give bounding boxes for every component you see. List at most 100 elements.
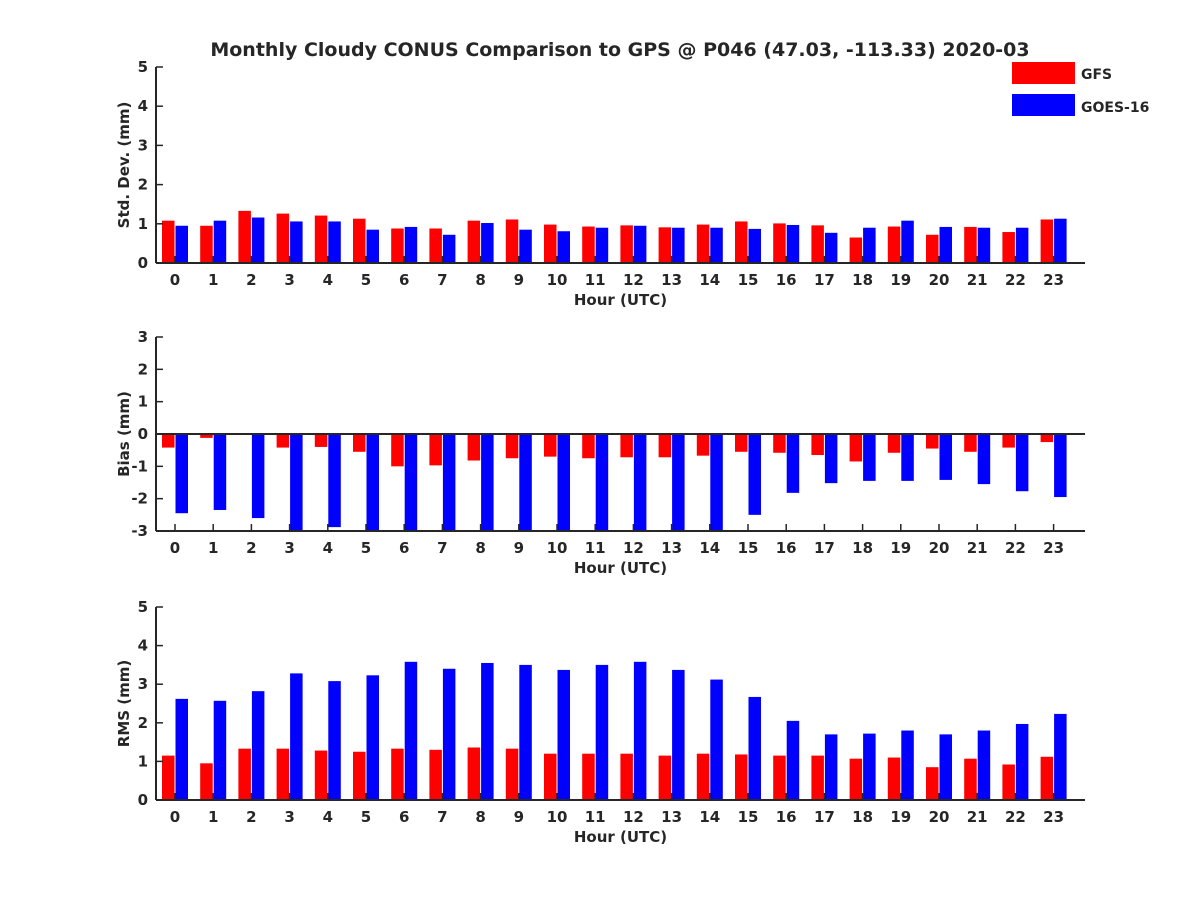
bar-goes16-hour-19 (901, 434, 914, 481)
x-tick-label: 21 (967, 808, 988, 826)
bar-gfs-hour-12 (620, 753, 633, 800)
bar-gfs-hour-21 (964, 758, 977, 800)
y-tick-label: -3 (131, 522, 148, 540)
bar-gfs-hour-6 (391, 228, 404, 263)
bar-gfs-hour-4 (314, 215, 328, 263)
y-tick-label: 1 (138, 215, 148, 233)
y-tick-label: 0 (138, 254, 148, 272)
bar-goes16-hour-13 (672, 434, 685, 531)
bar-gfs-hour-23 (1040, 756, 1054, 800)
x-tick-label: 17 (814, 808, 835, 826)
bar-gfs-hour-21 (964, 226, 977, 263)
x-tick-label: 1 (208, 271, 218, 289)
x-tick-label: 19 (890, 271, 911, 289)
y-tick-label: 1 (138, 393, 148, 411)
bar-goes16-hour-10 (557, 669, 570, 800)
bar-goes16-hour-16 (786, 224, 800, 263)
x-tick-label: 17 (814, 539, 835, 557)
x-tick-label: 1 (208, 539, 218, 557)
bar-gfs-hour-1 (200, 225, 213, 263)
x-tick-label: 23 (1043, 808, 1064, 826)
x-tick-label: 7 (437, 271, 447, 289)
bar-gfs-hour-14 (696, 753, 710, 800)
x-tick-label: 2 (246, 808, 256, 826)
bar-goes16-hour-8 (481, 223, 494, 263)
bar-goes16-hour-4 (328, 681, 341, 800)
bar-goes16-hour-2 (251, 217, 265, 263)
bar-goes16-hour-18 (863, 227, 876, 263)
bar-goes16-hour-23 (1054, 218, 1067, 263)
legend-label-gfs: GFS (1081, 67, 1112, 83)
bar-goes16-hour-3 (290, 221, 303, 263)
y-tick-label: -1 (131, 457, 148, 475)
bar-goes16-hour-21 (977, 730, 991, 800)
x-tick-label: 5 (361, 539, 371, 557)
bar-gfs-hour-12 (620, 434, 633, 458)
bar-goes16-hour-18 (863, 733, 876, 800)
bar-goes16-hour-13 (672, 669, 685, 800)
bar-gfs-hour-11 (582, 753, 595, 800)
y-axis-label: RMS (mm) (115, 660, 133, 747)
bar-gfs-hour-4 (314, 434, 328, 447)
x-tick-label: 9 (514, 271, 524, 289)
bar-gfs-hour-19 (887, 434, 901, 453)
bar-gfs-hour-0 (162, 220, 175, 263)
bar-gfs-hour-8 (467, 434, 481, 461)
bar-goes16-hour-20 (939, 434, 952, 480)
bar-goes16-hour-2 (251, 434, 265, 519)
x-tick-label: 0 (170, 539, 180, 557)
x-tick-label: 0 (170, 271, 180, 289)
bar-goes16-hour-14 (710, 227, 723, 263)
bar-gfs-hour-7 (429, 749, 442, 800)
x-tick-label: 23 (1043, 271, 1064, 289)
bar-goes16-hour-16 (786, 720, 800, 800)
bar-goes16-hour-17 (824, 734, 838, 800)
bar-goes16-hour-4 (328, 221, 341, 263)
bar-gfs-hour-6 (391, 434, 404, 467)
bar-goes16-hour-15 (748, 696, 761, 800)
bar-gfs-hour-11 (582, 226, 595, 263)
bar-gfs-hour-19 (887, 226, 901, 263)
y-tick-label: 2 (138, 714, 148, 732)
x-tick-label: 3 (284, 539, 294, 557)
bar-gfs-hour-19 (887, 757, 901, 800)
bar-gfs-hour-18 (849, 237, 863, 263)
bar-gfs-hour-12 (620, 225, 633, 263)
y-tick-label: 1 (138, 752, 148, 770)
x-tick-label: 13 (661, 808, 682, 826)
bar-gfs-hour-13 (658, 227, 672, 263)
bar-goes16-hour-12 (633, 225, 647, 263)
bar-goes16-hour-6 (404, 226, 418, 263)
bar-goes16-hour-22 (1015, 227, 1029, 263)
bar-goes16-hour-1 (213, 700, 227, 800)
x-tick-label: 10 (547, 271, 568, 289)
bar-goes16-hour-20 (939, 226, 952, 263)
bar-goes16-hour-4 (328, 434, 341, 528)
x-tick-label: 7 (437, 808, 447, 826)
bar-gfs-hour-13 (658, 755, 672, 800)
bar-gfs-hour-9 (505, 219, 519, 263)
chart-legend: GFS GOES-16 (1012, 62, 1149, 116)
y-tick-label: -2 (131, 490, 148, 508)
x-tick-label: 16 (776, 808, 797, 826)
bar-goes16-hour-19 (901, 730, 914, 800)
x-tick-label: 4 (323, 271, 333, 289)
bar-goes16-hour-7 (442, 434, 456, 531)
y-tick-label: 4 (138, 97, 148, 115)
bar-goes16-hour-0 (175, 698, 188, 800)
bar-gfs-hour-14 (696, 224, 710, 263)
x-tick-label: 23 (1043, 539, 1064, 557)
bar-goes16-hour-6 (404, 661, 418, 800)
x-tick-label: 22 (1005, 271, 1026, 289)
bar-gfs-hour-10 (544, 224, 557, 263)
bar-goes16-hour-22 (1015, 434, 1029, 492)
bar-goes16-hour-9 (519, 434, 532, 531)
x-tick-label: 12 (623, 808, 644, 826)
legend-label-goes16: GOES-16 (1081, 100, 1149, 116)
bar-goes16-hour-16 (786, 434, 800, 493)
bar-goes16-hour-18 (863, 434, 876, 481)
bar-gfs-hour-7 (429, 434, 442, 466)
bar-gfs-hour-22 (1002, 764, 1015, 800)
bar-gfs-hour-20 (926, 234, 939, 263)
